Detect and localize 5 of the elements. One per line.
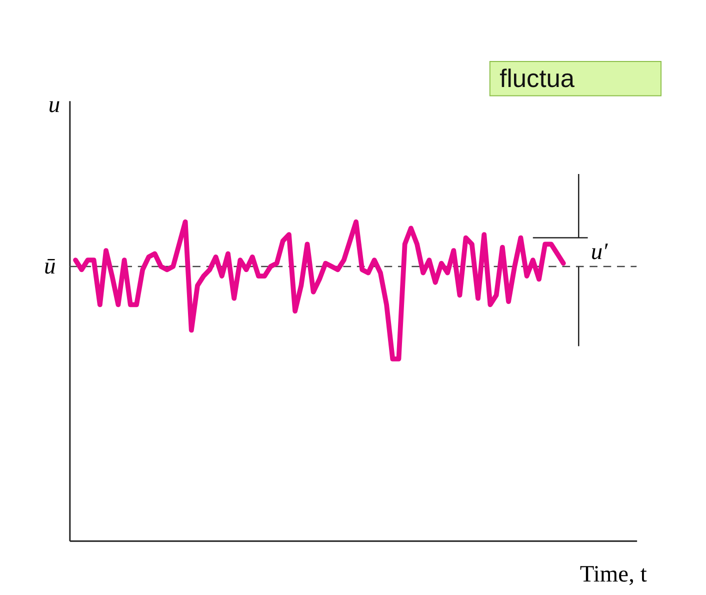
text: u′ xyxy=(590,238,609,265)
y-axis-title: u xyxy=(48,92,60,118)
text: fluctua xyxy=(500,64,576,93)
ref-line-label: ū xyxy=(44,253,56,280)
x-axis-title: Time, t xyxy=(580,561,648,588)
